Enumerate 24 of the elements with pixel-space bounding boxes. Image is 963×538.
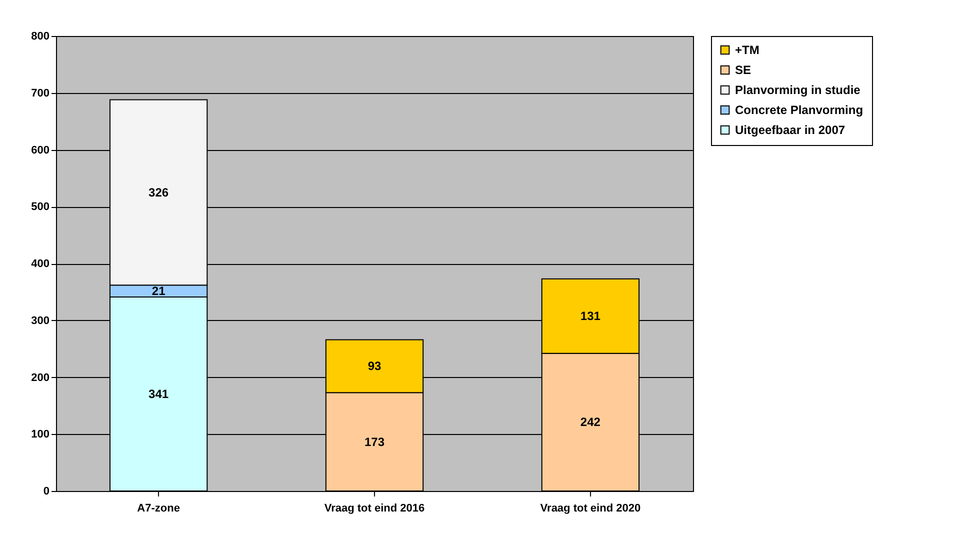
data-label: 326: [148, 185, 169, 200]
legend-label: Uitgeefbaar in 2007: [735, 123, 846, 137]
x-tick-label: Vraag tot eind 2016: [324, 502, 425, 514]
y-tick-label: 700: [31, 87, 50, 100]
data-label: 21: [152, 284, 166, 298]
data-label: 173: [364, 434, 385, 449]
legend-label: +TM: [735, 43, 760, 57]
y-tick-label: 600: [31, 144, 50, 156]
y-tick-label: 400: [31, 258, 50, 270]
y-tick-label: 0: [43, 486, 50, 498]
y-tick-label: 200: [31, 372, 50, 384]
legend-label: Planvorming in studie: [735, 83, 861, 97]
legend-label: SE: [735, 63, 752, 77]
data-label: 131: [580, 309, 601, 324]
data-label: 93: [368, 359, 382, 374]
x-tick-label: Vraag tot eind 2020: [540, 502, 641, 514]
legend-label: Concrete Planvorming: [735, 103, 864, 117]
y-tick-label: 300: [31, 314, 50, 327]
data-label: 242: [580, 415, 601, 430]
y-tick-label: 800: [31, 30, 50, 42]
data-label: 341: [148, 387, 169, 402]
y-tick-label: 500: [31, 201, 50, 214]
y-tick-label: 100: [31, 428, 50, 441]
x-tick-label: A7-zone: [137, 502, 180, 514]
